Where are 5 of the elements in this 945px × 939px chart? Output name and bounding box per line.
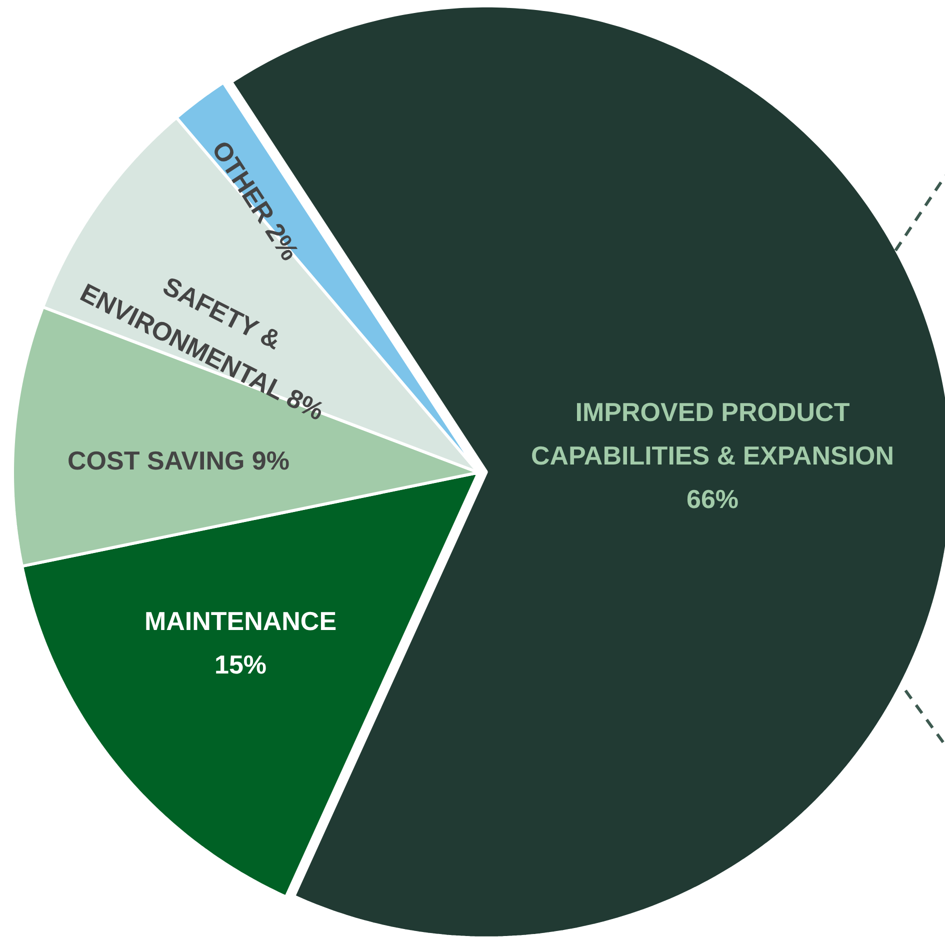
data-label: 15%: [214, 649, 267, 680]
slice-label: COST SAVING 9%: [68, 446, 290, 476]
slice-label: IMPROVED PRODUCT CAPABILITIES & EXPANSION: [530, 397, 894, 470]
slice-label: MAINTENANCE: [144, 606, 337, 636]
data-label: 66%: [686, 484, 739, 514]
